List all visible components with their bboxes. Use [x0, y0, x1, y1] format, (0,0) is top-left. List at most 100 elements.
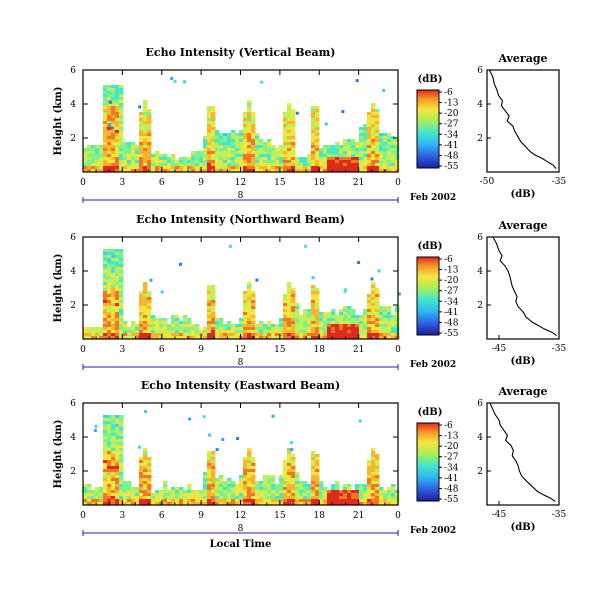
heatmap-cell — [195, 499, 200, 503]
colorbar-tick-label: -27 — [444, 120, 459, 130]
heatmap-cell — [107, 264, 112, 268]
heatmap-cell — [227, 490, 232, 494]
heatmap-cell — [255, 327, 260, 331]
heatmap-cell — [383, 160, 388, 164]
colorbar-tick-label: -55 — [444, 162, 459, 172]
heatmap-cell — [239, 133, 244, 137]
heatmap-cell — [103, 115, 108, 119]
heatmap-cell — [395, 139, 400, 143]
heatmap-cell — [375, 321, 380, 325]
heatmap-cell — [339, 333, 344, 337]
heatmap-cell — [131, 157, 136, 161]
heatmap-cell — [299, 160, 304, 164]
heatmap-cell — [235, 493, 240, 497]
heatmap-cell — [139, 112, 144, 116]
heatmap-cell — [243, 478, 248, 482]
heatmap-cell — [219, 157, 224, 161]
heatmap-cell — [187, 499, 192, 503]
heatmap-cell — [371, 133, 376, 137]
heatmap-cell — [315, 321, 320, 325]
heatmap-cell — [215, 330, 220, 334]
heatmap-cell — [119, 469, 124, 473]
heatmap-cell — [375, 330, 380, 334]
heatmap-cell — [347, 490, 352, 494]
heatmap-cell — [347, 502, 352, 506]
heatmap-cell — [167, 160, 172, 164]
heatmap-cell — [163, 490, 168, 494]
heatmap-cell — [223, 133, 228, 137]
heatmap-cell — [311, 127, 316, 131]
heatmap-cell — [151, 315, 156, 319]
heatmap-cell — [283, 490, 288, 494]
heatmap-cell — [247, 484, 252, 488]
heatmap-cell — [151, 496, 156, 500]
heatmap-cell — [115, 112, 120, 116]
heatmap-cell — [195, 496, 200, 500]
heatmap-cell — [175, 487, 180, 491]
heatmap-cell — [271, 475, 276, 479]
heatmap-cell — [115, 151, 120, 155]
heatmap-cell — [119, 303, 124, 307]
heatmap-cell — [291, 457, 296, 461]
heatmap-cell — [111, 255, 116, 259]
heatmap-cell — [175, 499, 180, 503]
heatmap-cell — [275, 148, 280, 152]
heatmap-cell — [351, 318, 356, 322]
heatmap-cell — [287, 484, 292, 488]
heatmap-cell — [207, 306, 212, 310]
heatmap-cell — [283, 166, 288, 170]
heatmap-cell — [319, 324, 324, 328]
heatmap-cell — [311, 115, 316, 119]
heatmap-cell — [239, 154, 244, 158]
heatmap-cell — [247, 288, 252, 292]
heatmap-cell — [111, 100, 116, 104]
heatmap-cell — [275, 484, 280, 488]
heatmap-cell — [259, 481, 264, 485]
heatmap-cell — [111, 169, 116, 173]
heatmap-cell — [295, 321, 300, 325]
heatmap-cell — [303, 484, 308, 488]
heatmap-cell — [87, 157, 92, 161]
heatmap-cell — [291, 499, 296, 503]
heatmap-cell — [291, 127, 296, 131]
heatmap-cell — [115, 249, 120, 253]
heatmap-cell — [375, 493, 380, 497]
heatmap-cell — [283, 475, 288, 479]
heatmap-cell — [315, 466, 320, 470]
heatmap-cell — [211, 460, 216, 464]
heatmap-cell — [383, 163, 388, 167]
heatmap-cell — [279, 148, 284, 152]
heatmap-cell — [391, 336, 396, 340]
heatmap-cell — [143, 463, 148, 467]
heatmap-cell — [379, 157, 384, 161]
heatmap-cell — [139, 297, 144, 301]
heatmap-cell — [187, 327, 192, 331]
heatmap-cell — [207, 157, 212, 161]
heatmap-cell — [215, 484, 220, 488]
heatmap-cell — [187, 163, 192, 167]
heatmap-cell — [251, 321, 256, 325]
heatmap-cell — [335, 166, 340, 170]
heatmap-cell — [179, 330, 184, 334]
heatmap-cells — [83, 77, 400, 173]
heatmap-cell — [99, 148, 104, 152]
heatmap-cell — [267, 163, 272, 167]
heatmap-cell — [239, 502, 244, 506]
heatmap-cell — [375, 109, 380, 113]
heatmap-cell — [107, 255, 112, 259]
heatmap-cell — [223, 502, 228, 506]
heatmap-cell — [139, 291, 144, 295]
heatmap-cell — [347, 148, 352, 152]
heatmap-cell — [135, 502, 140, 506]
heatmap-cell — [331, 493, 336, 497]
heatmap-cell — [83, 151, 88, 155]
heatmap-cell — [223, 163, 228, 167]
heatmap-cell — [215, 154, 220, 158]
heatmap-cell — [251, 142, 256, 146]
heatmap-cell — [327, 163, 332, 167]
heatmap-cell — [387, 139, 392, 143]
heatmap-cell — [283, 160, 288, 164]
heatmap-cell — [247, 127, 252, 131]
heatmap-cell — [335, 324, 340, 328]
heatmap-cell — [215, 499, 220, 503]
